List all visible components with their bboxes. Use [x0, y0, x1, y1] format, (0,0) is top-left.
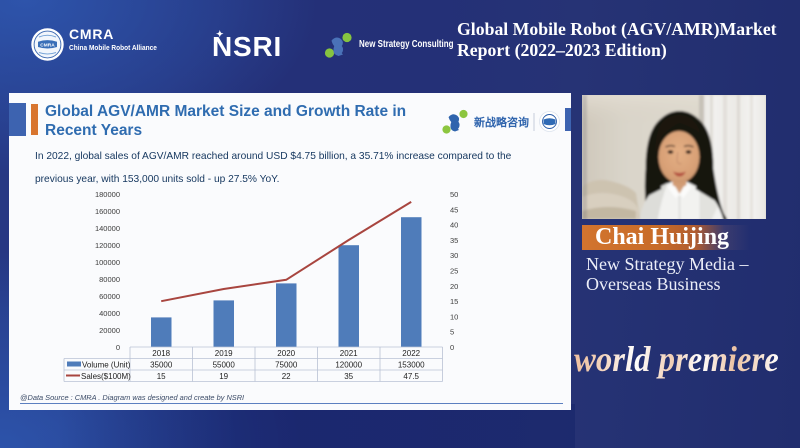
- svg-text:100000: 100000: [95, 258, 120, 267]
- svg-text:2018: 2018: [152, 349, 170, 358]
- svg-text:120000: 120000: [95, 241, 120, 250]
- svg-text:Sales($100M): Sales($100M): [81, 372, 131, 381]
- svg-text:75000: 75000: [275, 361, 298, 370]
- svg-text:50: 50: [450, 190, 458, 199]
- svg-text:10: 10: [450, 312, 458, 321]
- svg-text:47.5: 47.5: [403, 372, 419, 381]
- svg-text:0: 0: [116, 343, 120, 352]
- svg-text:15: 15: [157, 372, 166, 381]
- svg-text:30: 30: [450, 251, 458, 260]
- svg-text:0: 0: [450, 343, 454, 352]
- svg-text:45: 45: [450, 205, 458, 214]
- svg-text:55000: 55000: [213, 361, 236, 370]
- svg-text:2020: 2020: [277, 349, 295, 358]
- svg-text:CMRA: CMRA: [40, 42, 55, 48]
- svg-text:20: 20: [450, 282, 458, 291]
- svg-text:60000: 60000: [99, 292, 120, 301]
- svg-text:新战略咨询: 新战略咨询: [474, 115, 529, 129]
- svg-text:2022: 2022: [402, 349, 420, 358]
- svg-text:22: 22: [282, 372, 291, 381]
- svg-text:180000: 180000: [95, 190, 120, 199]
- svg-text:40000: 40000: [99, 309, 120, 318]
- svg-text:140000: 140000: [95, 224, 120, 233]
- svg-text:5: 5: [450, 328, 454, 337]
- svg-text:Volume (Unit): Volume (Unit): [82, 361, 131, 370]
- svg-text:35000: 35000: [150, 361, 173, 370]
- svg-text:19: 19: [219, 372, 228, 381]
- svg-text:2021: 2021: [340, 349, 358, 358]
- svg-text:20000: 20000: [99, 326, 120, 335]
- svg-text:120000: 120000: [335, 361, 362, 370]
- svg-text:35: 35: [344, 372, 353, 381]
- svg-text:153000: 153000: [398, 361, 425, 370]
- svg-text:80000: 80000: [99, 275, 120, 284]
- svg-text:160000: 160000: [95, 207, 120, 216]
- svg-text:2019: 2019: [215, 349, 233, 358]
- svg-text:15: 15: [450, 297, 458, 306]
- svg-text:35: 35: [450, 236, 458, 245]
- svg-text:40: 40: [450, 221, 458, 230]
- svg-text:25: 25: [450, 267, 458, 276]
